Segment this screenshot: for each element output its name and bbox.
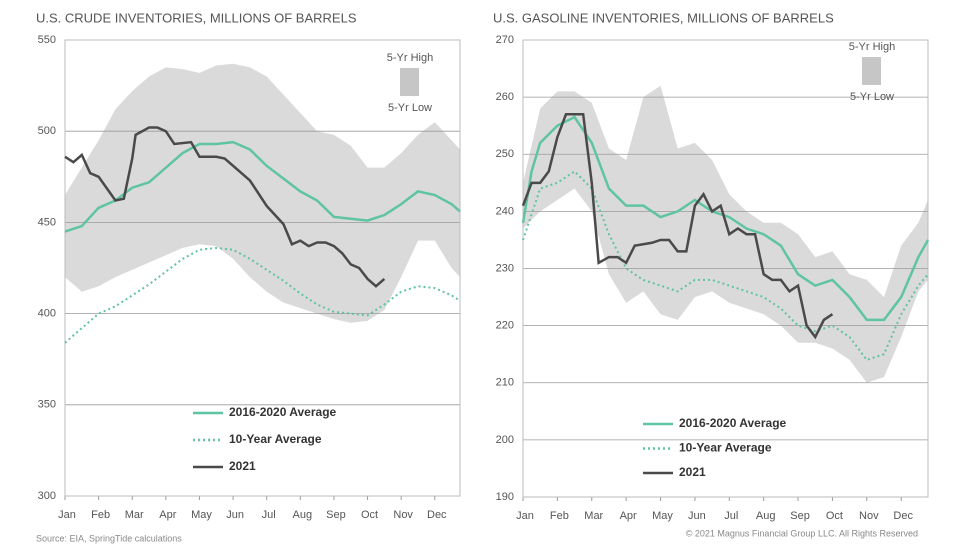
legend-band-low: 5-Yr Low [388, 102, 432, 114]
legend-label: 2016-2020 Average [679, 416, 787, 430]
y-tick-label: 500 [38, 125, 56, 137]
x-tick-label: Mar [125, 509, 144, 521]
y-tick-label: 400 [38, 308, 56, 320]
legend-label: 2021 [679, 465, 706, 479]
x-tick-label: Jun [226, 509, 244, 521]
y-tick-label: 200 [496, 434, 514, 446]
source-note: Source: EIA, SpringTide calculations [36, 533, 182, 543]
x-tick-label: Nov [393, 509, 413, 521]
range-band [65, 63, 460, 323]
x-tick-label: Jan [58, 509, 76, 521]
x-tick-label: May [191, 509, 212, 521]
plot-frame [64, 39, 461, 497]
y-tick-label: 230 [496, 262, 514, 274]
x-tick-label: Oct [361, 509, 378, 521]
x-tick-label: Feb [550, 510, 569, 522]
y-tick-label: 350 [38, 399, 56, 411]
x-tick-label: Aug [756, 510, 776, 522]
x-tick-label: Dec [427, 509, 447, 521]
x-tick-label: Jul [724, 510, 738, 522]
chart-title: U.S. CRUDE INVENTORIES, MILLIONS OF BARR… [36, 10, 357, 25]
x-tick-label: Mar [584, 510, 603, 522]
y-tick-label: 190 [496, 491, 514, 503]
legend-band-low: 5-Yr Low [850, 91, 894, 103]
plot-frame [522, 39, 929, 498]
legend-band-swatch [400, 68, 419, 96]
legend-label: 2016-2020 Average [229, 405, 337, 419]
x-tick-label: Aug [293, 509, 313, 521]
legend-band-high: 5-Yr High [387, 52, 433, 64]
x-tick-label: Nov [859, 510, 879, 522]
legend-band-swatch [862, 57, 881, 85]
copyright: © 2021 Magnus Financial Group LLC. All R… [686, 528, 918, 538]
x-tick-label: Sep [790, 510, 810, 522]
x-tick-label: Jun [688, 510, 706, 522]
y-tick-label: 270 [496, 34, 514, 46]
y-tick-label: 220 [496, 320, 514, 332]
series-line [64, 246, 461, 344]
y-tick-label: 450 [38, 216, 56, 228]
x-tick-label: Feb [91, 509, 110, 521]
legend-band-high: 5-Yr High [849, 41, 895, 53]
y-tick-label: 550 [38, 34, 56, 46]
x-tick-label: May [652, 510, 673, 522]
x-tick-label: Apr [159, 509, 176, 521]
x-tick-label: Jul [262, 509, 276, 521]
y-tick-label: 250 [496, 148, 514, 160]
series-line [521, 115, 930, 322]
x-tick-label: Jan [516, 510, 534, 522]
y-tick-label: 210 [496, 377, 514, 389]
x-tick-label: Oct [826, 510, 843, 522]
legend-label: 2021 [229, 459, 256, 473]
x-tick-label: Apr [620, 510, 637, 522]
y-tick-label: 240 [496, 205, 514, 217]
legend-label: 10-Year Average [679, 441, 772, 455]
legend-label: 10-Year Average [229, 432, 322, 446]
y-tick-label: 260 [496, 91, 514, 103]
series-line [64, 126, 386, 288]
series-line [64, 140, 461, 233]
y-tick-label: 300 [38, 490, 56, 502]
series-line [521, 113, 834, 340]
x-tick-label: Dec [893, 510, 913, 522]
x-tick-label: Sep [326, 509, 346, 521]
chart-title: U.S. GASOLINE INVENTORIES, MILLIONS OF B… [493, 10, 834, 25]
range-band [523, 85, 928, 383]
